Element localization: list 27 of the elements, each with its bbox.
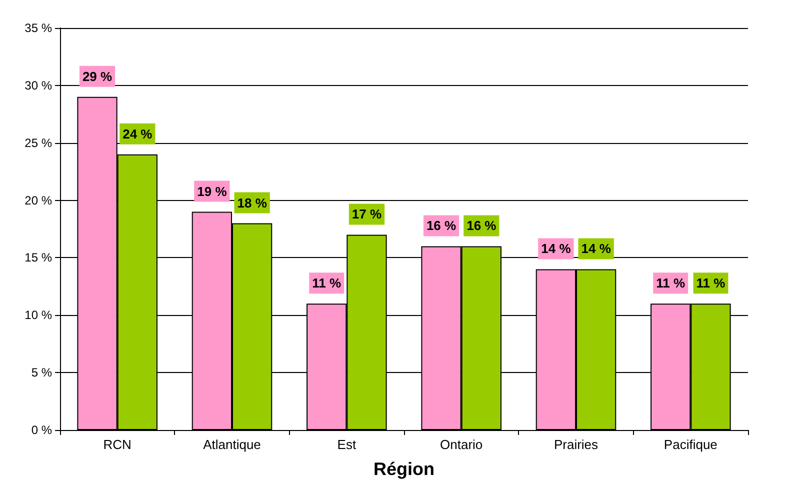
data-label: 14 % — [581, 241, 612, 256]
data-label: 16 % — [426, 218, 457, 234]
x-tick-label: Prairies — [554, 437, 599, 452]
data-label: 11 % — [656, 276, 686, 291]
data-label: 19 % — [197, 184, 228, 199]
y-tick-label: 5 % — [31, 366, 52, 380]
data-label: 14 % — [541, 241, 572, 256]
y-tick-label: 15 % — [24, 250, 52, 265]
x-tick-label: RCN — [103, 437, 132, 452]
data-label: 18 % — [237, 195, 268, 210]
x-tick-label: Pacifique — [664, 437, 718, 452]
x-tick-label: Est — [337, 437, 356, 452]
data-label: 11 % — [696, 276, 726, 291]
y-tick-label: 20 % — [24, 193, 52, 208]
data-label: 17 % — [352, 206, 382, 222]
data-label: 29 % — [82, 68, 113, 84]
x-tick-label: Atlantique — [203, 437, 261, 452]
y-tick-label: 25 % — [24, 136, 52, 150]
y-tick-label: 30 % — [24, 78, 52, 92]
data-label: 16 % — [466, 218, 497, 234]
data-label: 11 % — [312, 276, 342, 291]
y-tick-label: 0 % — [31, 423, 52, 437]
x-axis-title: Région — [374, 459, 434, 479]
y-tick-label: 35 % — [24, 21, 52, 35]
y-tick-label: 10 % — [24, 308, 52, 322]
x-tick-label: Ontario — [440, 437, 483, 452]
data-label: 24 % — [122, 126, 153, 142]
